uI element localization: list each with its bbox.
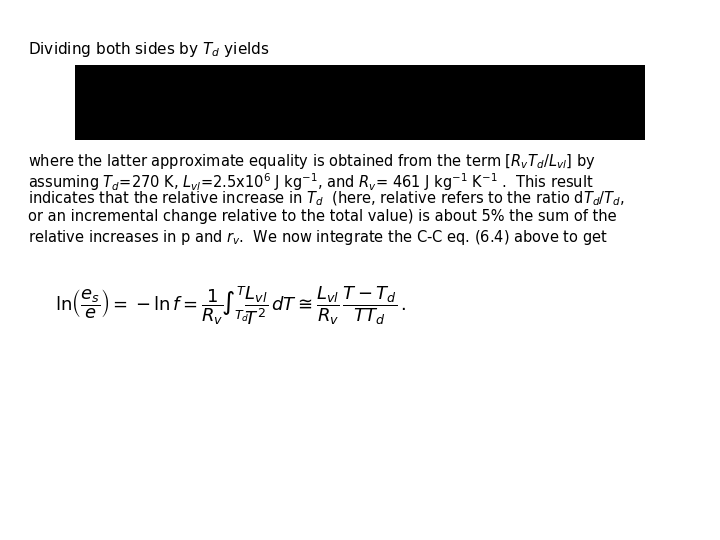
Text: or an incremental change relative to the total value) is about 5% the sum of the: or an incremental change relative to the… — [28, 209, 616, 224]
Text: assuming $T_d$=270 K, $L_{vl}$=2.5x10$^6$ J kg$^{-1}$, and $R_v$= 461 J kg$^{-1}: assuming $T_d$=270 K, $L_{vl}$=2.5x10$^6… — [28, 171, 593, 193]
Text: where the latter approximate equality is obtained from the term [$R_vT_d$/$L_{vl: where the latter approximate equality is… — [28, 152, 595, 171]
Text: indicates that the relative increase in $T_d$  (here, relative refers to the rat: indicates that the relative increase in … — [28, 190, 625, 208]
Bar — [75, 65, 645, 140]
Text: relative increases in p and $r_v$.  We now integrate the C-C eq. (6.4) above to : relative increases in p and $r_v$. We no… — [28, 228, 608, 247]
Text: $\ln\!\left(\dfrac{e_s}{e}\right) = -\ln f = \dfrac{1}{R_v}\!\int_{T_d}^{T}\!\df: $\ln\!\left(\dfrac{e_s}{e}\right) = -\ln… — [55, 285, 406, 327]
Text: Dividing both sides by $T_d$ yields: Dividing both sides by $T_d$ yields — [28, 40, 269, 59]
